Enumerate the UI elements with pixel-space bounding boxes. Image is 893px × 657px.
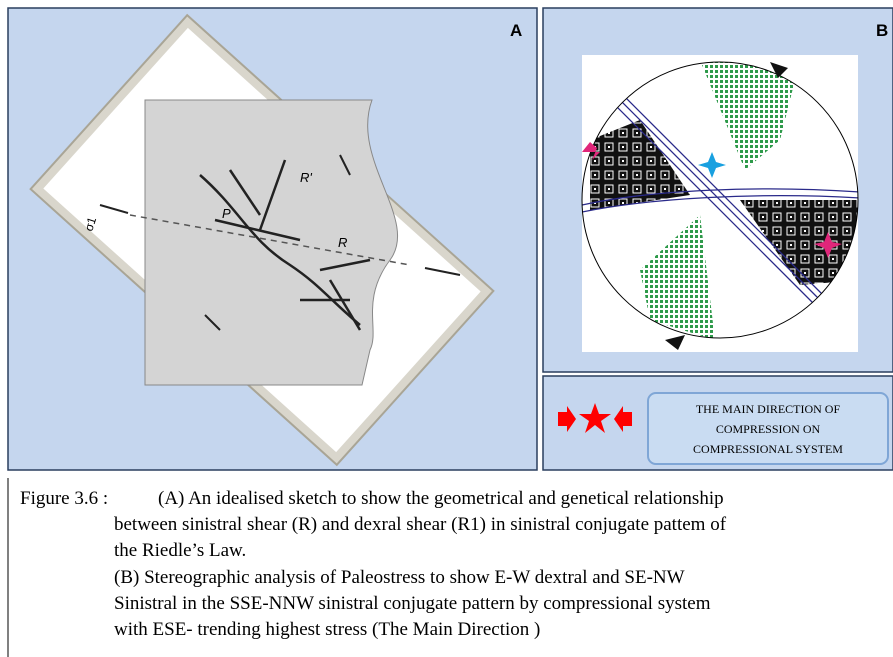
- sketch-paper: [145, 100, 398, 385]
- caption-line: the Riedle’s Law.: [114, 540, 246, 561]
- sketch-label: P: [222, 206, 231, 221]
- legend-text: THE MAIN DIRECTION OF: [696, 402, 841, 416]
- caption-line: (B) Stereographic analysis of Paleostres…: [114, 567, 685, 588]
- legend-text: COMPRESSIONAL SYSTEM: [693, 442, 843, 456]
- caption-line: Sinistral in the SSE-NNW sinistral conju…: [114, 593, 711, 614]
- caption-label: Figure 3.6 :: [20, 488, 108, 509]
- page: A P R' R σ1 B THE MAIN DIRECT: [0, 0, 893, 657]
- sketch-label: R': [300, 170, 312, 185]
- panel-label: A: [510, 21, 522, 40]
- panel-label: B: [876, 21, 888, 40]
- caption-line: with ESE- trending highest stress (The M…: [114, 619, 540, 640]
- caption-line: (A) An idealised sketch to show the geom…: [158, 488, 724, 509]
- caption-line: between sinistral shear (R) and dexral s…: [114, 514, 727, 535]
- legend-text: COMPRESSION ON: [716, 422, 821, 436]
- sketch-label: R: [338, 235, 347, 250]
